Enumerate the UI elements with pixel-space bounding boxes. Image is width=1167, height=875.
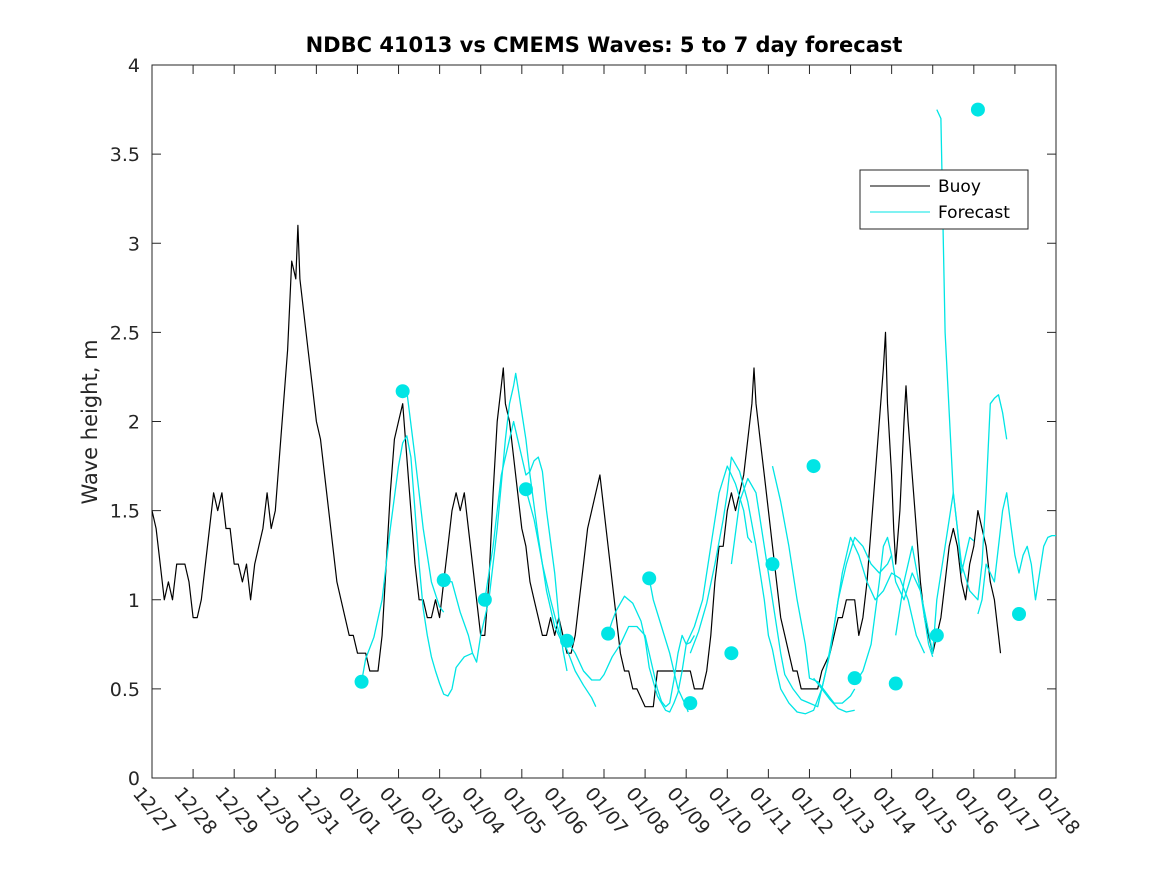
- forecast-start-marker: [929, 628, 944, 643]
- forecast-start-marker: [847, 671, 862, 686]
- y-tick-label: 2.5: [110, 322, 140, 344]
- forecast-start-marker: [888, 676, 903, 691]
- legend: Buoy Forecast: [859, 169, 1029, 230]
- forecast-start-marker: [518, 482, 533, 497]
- forecast-start-marker: [765, 557, 780, 572]
- forecast-start-marker: [724, 646, 739, 661]
- forecast-start-marker: [683, 696, 698, 711]
- legend-buoy-label: Buoy: [938, 177, 981, 197]
- legend-forecast-label: Forecast: [938, 203, 1010, 223]
- y-tick-label: 4: [128, 55, 140, 77]
- legend-box: [859, 169, 1029, 230]
- forecast-start-marker: [642, 571, 657, 586]
- forecast-series-line: [813, 677, 855, 713]
- forecast-start-marker: [1012, 607, 1027, 622]
- y-tick-label: 2: [128, 412, 140, 434]
- forecast-start-marker: [560, 633, 575, 648]
- forecast-series-line: [895, 492, 975, 654]
- forecast-series-line: [566, 625, 695, 708]
- forecast-series-line: [484, 420, 568, 672]
- y-tick-label: 3: [128, 233, 140, 255]
- y-tick-label: 1: [128, 590, 140, 612]
- forecast-series-line: [730, 477, 926, 708]
- chart-title: NDBC 41013 vs CMEMS Waves: 5 to 7 day fo…: [306, 33, 903, 57]
- y-tick-label: 0: [128, 768, 140, 790]
- forecast-series-line: [689, 456, 893, 715]
- forecast-series-line: [771, 465, 856, 704]
- y-tick-label: 3.5: [110, 144, 140, 166]
- y-axis-label: Wave height, m: [78, 339, 102, 504]
- forecast-start-marker: [395, 384, 410, 399]
- forecast-series-line: [854, 536, 934, 684]
- forecast-start-marker: [436, 573, 451, 588]
- forecast-series-line: [360, 435, 473, 697]
- forecast-series-line: [977, 492, 1056, 615]
- forecast-start-marker: [601, 626, 616, 641]
- forecast-series-line: [443, 372, 564, 663]
- forecast-series-line: [936, 109, 1008, 601]
- forecast-start-marker: [970, 102, 985, 117]
- forecast-start-marker: [354, 674, 369, 689]
- forecast-start-marker: [806, 459, 821, 474]
- y-tick-label: 0.5: [110, 679, 140, 701]
- forecast-series-line: [607, 465, 753, 713]
- y-tick-label: 1.5: [110, 501, 140, 523]
- forecast-start-marker: [477, 592, 492, 607]
- buoy-series-line: [151, 224, 1002, 708]
